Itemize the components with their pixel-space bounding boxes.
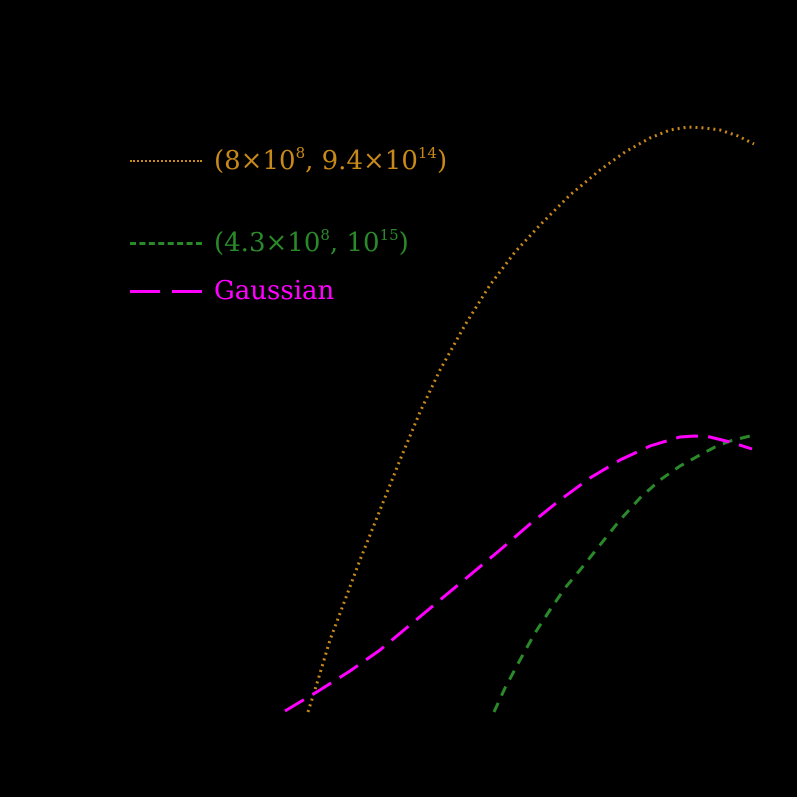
series-line-gaussian-longdash <box>284 434 753 713</box>
legend-item-series-0: (8×108, 9.4×1014) <box>130 146 447 176</box>
legend-swatch-dotted <box>130 160 202 162</box>
legend-swatch-dashed <box>130 241 202 245</box>
legend-item-series-1: (4.3×108, 1015) <box>130 228 409 258</box>
legend-label: Gaussian <box>214 276 335 306</box>
legend-item-series-2: Gaussian <box>130 276 334 306</box>
legend-label: (4.3×108, 1015) <box>214 226 409 259</box>
legend-swatch-longdash <box>130 289 202 293</box>
series-line-green-dashed <box>492 433 755 713</box>
legend-label: (8×108, 9.4×1014) <box>214 144 448 177</box>
